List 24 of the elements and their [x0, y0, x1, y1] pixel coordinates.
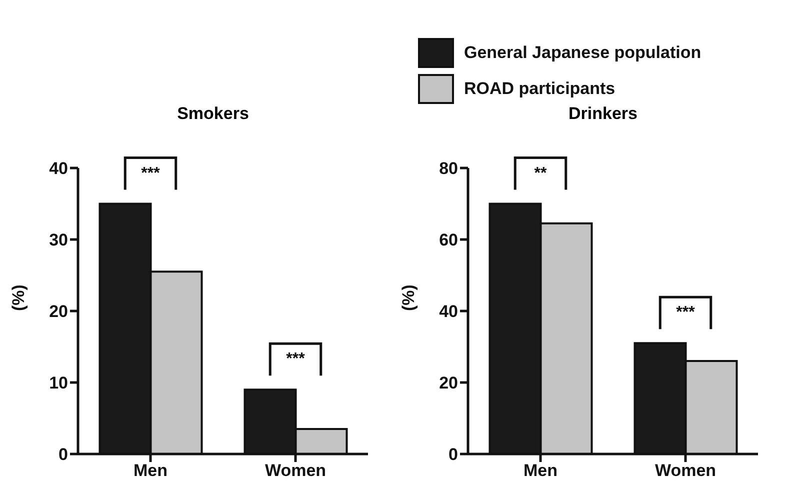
- x-tick-label: Women: [654, 461, 716, 480]
- y-tick-label: 20: [439, 374, 458, 393]
- chart-title: Drinkers: [568, 104, 638, 125]
- y-tick-label: 40: [439, 302, 458, 322]
- annotation: ***: [286, 350, 306, 368]
- x-tick-label: Women: [264, 461, 326, 480]
- y-tick-label: 20: [49, 302, 68, 322]
- y-tick-label: 0: [58, 445, 68, 464]
- legend-label: ROAD participants: [464, 79, 616, 99]
- y-tick-label: 80: [439, 159, 458, 178]
- y-axis-title: (%): [399, 284, 418, 311]
- y-tick-label: 60: [439, 230, 458, 250]
- x-tick-label: Men: [524, 461, 558, 480]
- annotation: ***: [676, 304, 696, 322]
- y-tick-label: 0: [448, 445, 458, 464]
- y-tick-label: 40: [49, 159, 68, 178]
- y-tick-label: 30: [49, 230, 68, 250]
- chart-title: Smokers: [176, 104, 250, 125]
- legend-label: General Japanese population: [464, 43, 702, 63]
- annotation: **: [534, 164, 548, 182]
- y-axis-title: (%): [9, 284, 28, 311]
- y-tick-label: 10: [49, 374, 68, 393]
- annotation: ***: [141, 164, 161, 182]
- x-tick-label: Men: [134, 461, 168, 480]
